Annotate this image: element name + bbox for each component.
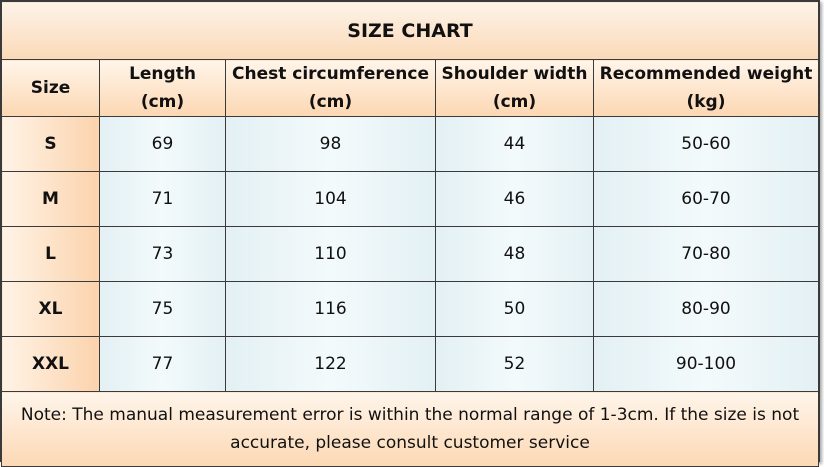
shoulder-value: 46 <box>435 171 594 227</box>
chest-value: 110 <box>225 226 436 282</box>
chest-value: 122 <box>225 336 436 392</box>
weight-value: 50-60 <box>593 116 819 172</box>
header-chest-unit: (cm) <box>308 92 353 112</box>
header-length-label: Length <box>129 64 196 84</box>
chest-value: 116 <box>225 281 436 337</box>
header-chest: Chest circumference (cm) <box>225 59 436 117</box>
shoulder-value: 48 <box>435 226 594 282</box>
length-value: 75 <box>99 281 226 337</box>
length-value: 73 <box>99 226 226 282</box>
header-length: Length (cm) <box>99 59 226 117</box>
table-row: XL 75 116 50 80-90 <box>1 281 819 337</box>
table-row: L 73 110 48 70-80 <box>1 226 819 282</box>
header-chest-label: Chest circumference <box>231 64 429 84</box>
header-shoulder-label: Shoulder width <box>441 64 588 84</box>
header-weight: Recommended weight (kg) <box>593 59 819 117</box>
size-label: S <box>1 116 100 172</box>
size-label: L <box>1 226 100 282</box>
header-shoulder-unit: (cm) <box>492 92 537 112</box>
size-label: M <box>1 171 100 227</box>
table-row: M 71 104 46 60-70 <box>1 171 819 227</box>
header-shoulder: Shoulder width (cm) <box>435 59 594 117</box>
length-value: 77 <box>99 336 226 392</box>
measurement-note: Note: The manual measurement error is wi… <box>1 391 819 467</box>
header-length-unit: (cm) <box>140 92 185 112</box>
weight-value: 90-100 <box>593 336 819 392</box>
shoulder-value: 44 <box>435 116 594 172</box>
header-size: Size <box>1 59 100 117</box>
weight-value: 80-90 <box>593 281 819 337</box>
length-value: 71 <box>99 171 226 227</box>
shoulder-value: 52 <box>435 336 594 392</box>
length-value: 69 <box>99 116 226 172</box>
table-row: XXL 77 122 52 90-100 <box>1 336 819 392</box>
size-label: XL <box>1 281 100 337</box>
chest-value: 104 <box>225 171 436 227</box>
size-label: XXL <box>1 336 100 392</box>
weight-value: 60-70 <box>593 171 819 227</box>
header-weight-unit: (kg) <box>686 92 726 112</box>
table-row: S 69 98 44 50-60 <box>1 116 819 172</box>
chest-value: 98 <box>225 116 436 172</box>
header-row: Size Length (cm) Chest circumference (cm… <box>1 59 819 117</box>
chart-title: SIZE CHART <box>1 1 819 60</box>
header-weight-label: Recommended weight <box>599 64 813 84</box>
shoulder-value: 50 <box>435 281 594 337</box>
weight-value: 70-80 <box>593 226 819 282</box>
